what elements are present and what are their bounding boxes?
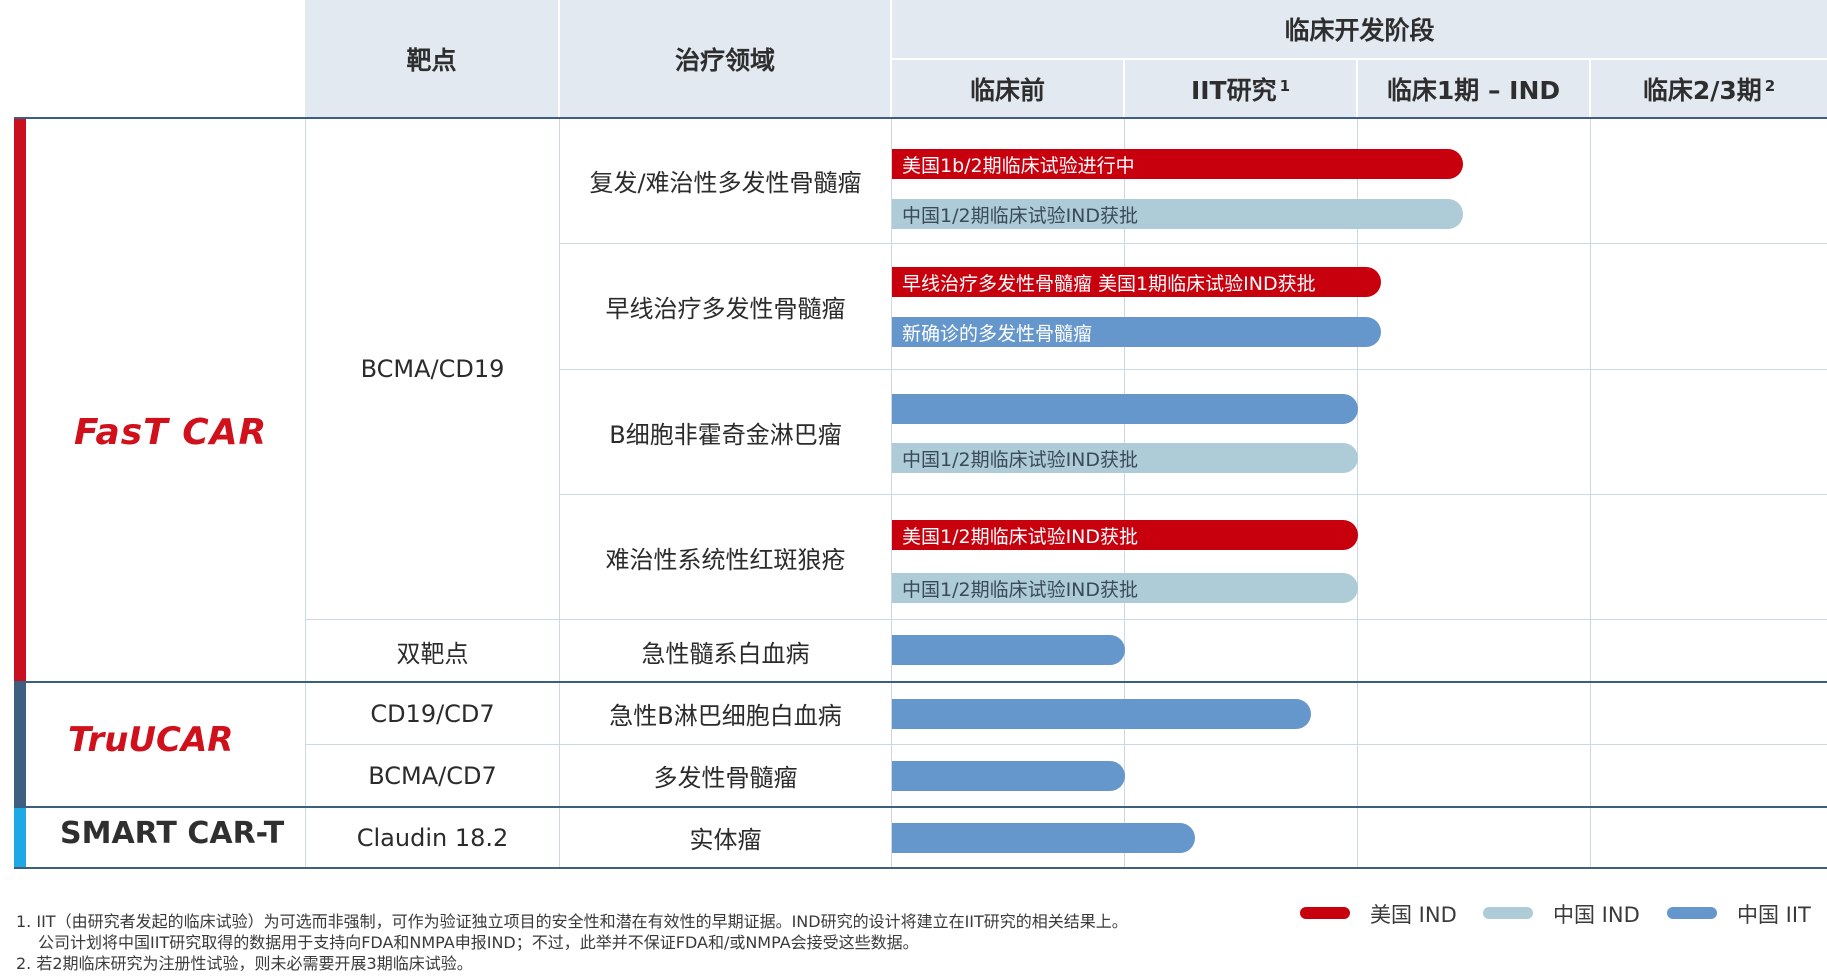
phase-label: 临床1期 – IND bbox=[1386, 76, 1561, 105]
progress-bar: 美国1/2期临床试验IND获批 bbox=[892, 520, 1358, 550]
fastcar-logo-text: FasT CAR bbox=[74, 412, 268, 453]
area-cell: 复发/难治性多发性骨髓瘤 bbox=[589, 169, 862, 197]
header-divider bbox=[1356, 60, 1358, 118]
phase-label: 临床前 bbox=[969, 76, 1045, 105]
progress-bar bbox=[892, 394, 1358, 424]
grid-line bbox=[1124, 118, 1125, 868]
grid-line bbox=[1357, 118, 1358, 868]
header-phase-23: 临床2/3期 2 bbox=[1591, 60, 1827, 118]
progress-bar-label: 中国1/2期临床试验IND获批 bbox=[902, 204, 1139, 227]
header-phase-1: 临床1期 – IND bbox=[1358, 60, 1589, 118]
table-bottom-border bbox=[14, 867, 1827, 869]
section-separator bbox=[14, 681, 1827, 683]
header-phase-preclinical: 临床前 bbox=[892, 60, 1123, 118]
target-cell: BCMA/CD19 bbox=[360, 354, 505, 383]
grid-line bbox=[560, 494, 1827, 495]
grid-line bbox=[305, 619, 1827, 620]
table-top-border bbox=[14, 117, 1827, 119]
legend-swatch-cn-iit bbox=[1667, 907, 1717, 919]
progress-bar-label: 中国1/2期临床试验IND获批 bbox=[902, 578, 1139, 601]
grid-line bbox=[891, 118, 892, 868]
legend-label: 中国 IND bbox=[1553, 903, 1640, 927]
area-cell: 难治性系统性红斑狼疮 bbox=[605, 545, 846, 574]
target-cell: 双靶点 bbox=[396, 639, 469, 668]
legend-label: 美国 IND bbox=[1370, 903, 1457, 927]
progress-bar bbox=[892, 699, 1311, 729]
progress-bar: 美国1b/2期临床试验进行中 bbox=[892, 149, 1463, 179]
area-cell: 实体瘤 bbox=[689, 826, 762, 854]
grid-line bbox=[1590, 118, 1591, 868]
fastcar-logo: FasT CAR bbox=[74, 412, 267, 453]
progress-bar: 中国1/2期临床试验IND获批 bbox=[892, 443, 1358, 473]
header-target: 靶点 bbox=[406, 46, 457, 75]
header-divider bbox=[890, 0, 892, 118]
progress-bar bbox=[892, 635, 1125, 665]
footnote-1: 1. IIT（由研究者发起的临床试验）为可选而非强制，可作为验证独立项目的安全性… bbox=[16, 912, 1128, 931]
header-divider bbox=[892, 58, 1827, 60]
target-cell: Claudin 18.2 bbox=[356, 823, 509, 852]
header-area: 治疗领域 bbox=[674, 46, 775, 75]
grid-line bbox=[305, 118, 306, 868]
progress-bar: 中国1/2期临床试验IND获批 bbox=[892, 573, 1358, 603]
progress-bar: 新确诊的多发性骨髓瘤 bbox=[892, 317, 1381, 347]
phase-footnote-mark: 2 bbox=[1764, 77, 1776, 95]
header-phase-iit: IIT研究 1 bbox=[1125, 60, 1356, 118]
legend-label: 中国 IIT bbox=[1737, 903, 1811, 927]
header-stage: 临床开发阶段 bbox=[1284, 16, 1435, 45]
smart-cart-logo: SMART CAR-T bbox=[60, 816, 284, 851]
progress-bar: 中国1/2期临床试验IND获批 bbox=[892, 199, 1463, 229]
progress-bar-label: 早线治疗多发性骨髓瘤 美国1期临床试验IND获批 bbox=[902, 272, 1316, 295]
trucar-strip bbox=[14, 683, 26, 806]
progress-bar-label: 中国1/2期临床试验IND获批 bbox=[902, 448, 1139, 471]
progress-bar-label: 美国1/2期临床试验IND获批 bbox=[902, 525, 1139, 548]
grid-line bbox=[560, 243, 1827, 244]
area-cell: B细胞非霍奇金淋巴瘤 bbox=[609, 420, 842, 449]
smart-strip bbox=[14, 808, 26, 867]
progress-bar: 早线治疗多发性骨髓瘤 美国1期临床试验IND获批 bbox=[892, 267, 1381, 297]
progress-bar-label: 新确诊的多发性骨髓瘤 bbox=[902, 322, 1093, 345]
footnote-1-continued: 公司计划将中国IIT研究取得的数据用于支持向FDA和NMPA申报IND；不过，此… bbox=[38, 933, 919, 952]
target-cell: CD19/CD7 bbox=[370, 699, 495, 728]
grid-line bbox=[559, 118, 560, 868]
header-divider bbox=[1589, 60, 1591, 118]
header-divider bbox=[558, 0, 560, 118]
legend-swatch-us-ind bbox=[1300, 907, 1350, 919]
area-cell: 早线治疗多发性骨髓瘤 bbox=[605, 295, 846, 323]
section-separator bbox=[14, 806, 1827, 808]
smart-cart-logo-text: SMART CAR-T bbox=[60, 816, 285, 851]
header-divider bbox=[1123, 60, 1125, 118]
area-cell: 急性B淋巴细胞白血病 bbox=[609, 702, 842, 730]
grid-line bbox=[560, 369, 1827, 370]
area-cell: 多发性骨髓瘤 bbox=[653, 764, 798, 792]
fastcar-strip bbox=[14, 119, 26, 681]
legend-swatch-cn-ind bbox=[1483, 907, 1533, 919]
progress-bar bbox=[892, 761, 1125, 791]
progress-bar bbox=[892, 823, 1195, 853]
target-cell: BCMA/CD7 bbox=[368, 761, 497, 790]
area-cell: 急性髓系白血病 bbox=[641, 639, 810, 668]
progress-bar-label: 美国1b/2期临床试验进行中 bbox=[902, 154, 1135, 177]
trucar-logo: TruUCAR bbox=[68, 720, 233, 760]
grid-line bbox=[305, 744, 1827, 745]
phase-label: 临床2/3期 bbox=[1642, 76, 1762, 105]
phase-label: IIT研究 bbox=[1190, 76, 1277, 105]
trucar-logo-text: TruUCAR bbox=[68, 720, 234, 760]
phase-footnote-mark: 1 bbox=[1279, 77, 1291, 95]
footnote-2: 2. 若2期临床研究为注册性试验，则未必需要开展3期临床试验。 bbox=[16, 954, 473, 973]
